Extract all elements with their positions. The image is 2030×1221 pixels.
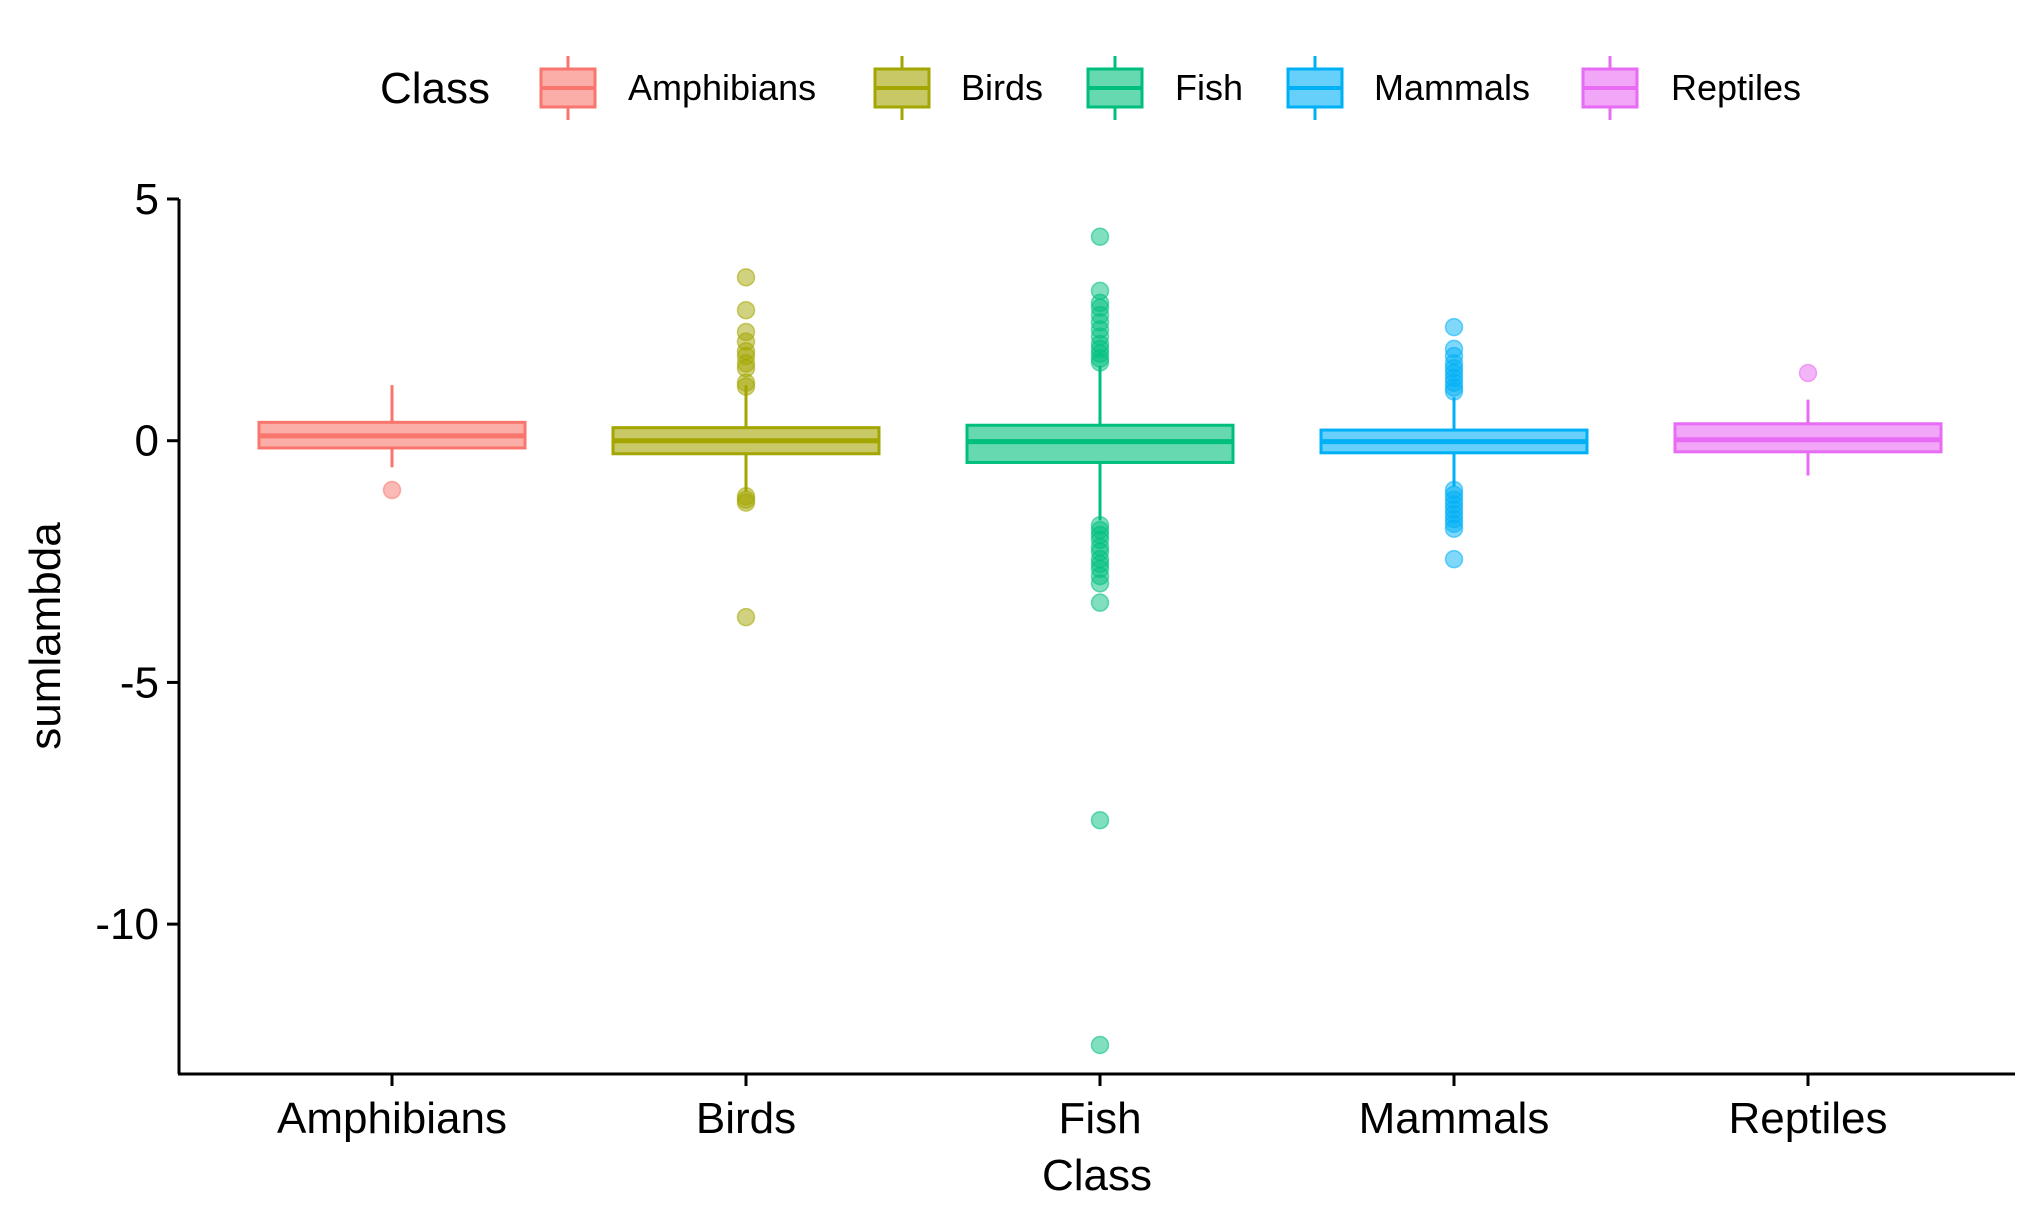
- outlier-point: [736, 493, 756, 512]
- outlier-point: [736, 377, 756, 396]
- box-amphibians: [257, 385, 527, 500]
- legend-item-amphibians: Amphibians: [539, 56, 816, 120]
- y-tick-label: 5: [135, 175, 159, 224]
- outlier-point: [1444, 317, 1464, 337]
- legend-label: Amphibians: [628, 67, 816, 108]
- outlier-point: [1090, 574, 1110, 593]
- legend-item-fish: Fish: [1086, 56, 1243, 120]
- outlier-point: [1090, 593, 1110, 612]
- legend-key: [539, 56, 597, 120]
- plot-area: 5 0 -5 -10 Amphibians Birds Fish Mammals Reptil…: [95, 175, 2015, 1143]
- outlier-point: [1444, 382, 1464, 401]
- legend-item-mammals: Mammals: [1286, 56, 1530, 120]
- legend-item-reptiles: Reptiles: [1581, 56, 1801, 120]
- legend-label: Reptiles: [1671, 67, 1801, 108]
- outlier-point: [736, 300, 756, 320]
- box-birds: [611, 268, 881, 627]
- legend-item-birds: Birds: [873, 56, 1043, 120]
- outlier-point: [736, 607, 756, 627]
- outlier-point: [382, 480, 402, 500]
- outlier-point: [1090, 353, 1110, 372]
- y-tick-label: -10: [95, 900, 159, 949]
- legend-label: Fish: [1175, 67, 1243, 108]
- y-tick-label: 0: [135, 417, 159, 466]
- x-axis-title: Class: [1042, 1151, 1152, 1200]
- legend-key: [873, 56, 931, 120]
- legend-key: [1086, 56, 1144, 120]
- legend-label: Mammals: [1374, 67, 1530, 108]
- x-tick-label: Birds: [696, 1094, 796, 1143]
- legend-title: Class: [380, 64, 490, 113]
- box-mammals: [1319, 317, 1589, 569]
- outlier-point: [1090, 1035, 1110, 1055]
- box-reptiles: [1673, 363, 1943, 476]
- y-tick-label: -5: [120, 658, 159, 707]
- outlier-point: [1444, 519, 1464, 538]
- x-tick-label: Fish: [1058, 1094, 1141, 1143]
- legend-label: Birds: [961, 67, 1043, 108]
- x-tick-label: Mammals: [1359, 1094, 1550, 1143]
- x-tick-label: Amphibians: [277, 1094, 507, 1143]
- x-tick-label: Reptiles: [1729, 1094, 1888, 1143]
- box-fish: [965, 227, 1235, 1055]
- outlier-point: [1090, 227, 1110, 246]
- legend-key: [1286, 56, 1344, 120]
- legend-key: [1581, 56, 1639, 120]
- legend: Class Amphibians Birds Fish Mammals Reptiles: [380, 56, 1801, 120]
- y-axis-title: sumlambda: [21, 522, 70, 750]
- outlier-point: [1090, 810, 1110, 830]
- outlier-point: [736, 268, 756, 287]
- outlier-point: [1444, 549, 1464, 569]
- outlier-point: [1798, 363, 1818, 383]
